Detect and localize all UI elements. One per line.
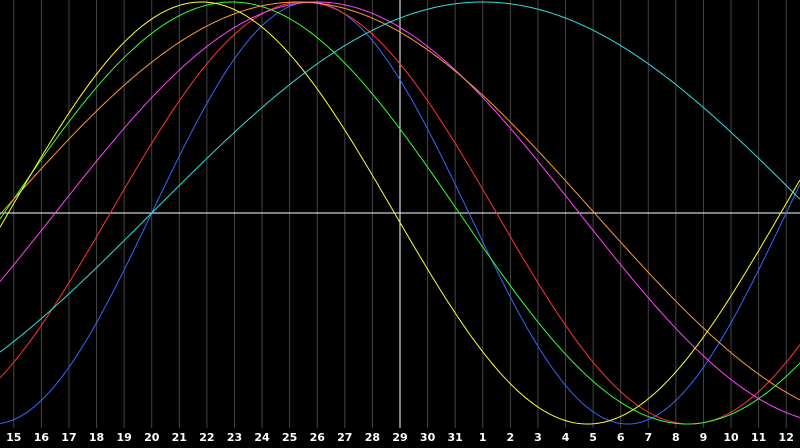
- x-tick-label: 3: [534, 431, 542, 444]
- x-tick-label: 29: [392, 431, 407, 444]
- series-line: [0, 1, 800, 419]
- x-tick-label: 10: [723, 431, 739, 444]
- x-tick-label: 8: [672, 431, 680, 444]
- x-tick-label: 4: [562, 431, 570, 444]
- x-tick-label: 9: [700, 431, 708, 444]
- x-tick-label: 25: [282, 431, 297, 444]
- x-tick-label: 24: [254, 431, 270, 444]
- x-tick-label: 16: [34, 431, 50, 444]
- x-tick-label: 28: [365, 431, 380, 444]
- x-tick-label: 20: [144, 431, 160, 444]
- x-tick-label: 2: [507, 431, 515, 444]
- x-tick-label: 19: [116, 431, 131, 444]
- x-tick-label: 31: [448, 431, 463, 444]
- series-line: [0, 1, 800, 425]
- series-lines: [0, 1, 800, 425]
- x-tick-label: 17: [61, 431, 76, 444]
- x-tick-label: 22: [199, 431, 214, 444]
- x-tick-label: 27: [337, 431, 352, 444]
- series-line: [0, 1, 800, 425]
- x-tick-label: 1: [479, 431, 487, 444]
- series-line: [0, 1, 800, 401]
- x-tick-label: 7: [644, 431, 652, 444]
- axes: [0, 0, 800, 428]
- x-tick-label: 11: [751, 431, 766, 444]
- x-tick-label: 5: [589, 431, 597, 444]
- series-line: [0, 1, 800, 425]
- series-line: [0, 1, 800, 425]
- x-tick-label: 23: [227, 431, 242, 444]
- x-tick-label: 12: [779, 431, 794, 444]
- x-tick-label: 15: [6, 431, 21, 444]
- x-tick-label: 30: [420, 431, 436, 444]
- x-tick-label: 26: [310, 431, 326, 444]
- x-tick-labels: 15 16 17 18 19 20 21 22 23 24 25 26 27 28 29 30 31 1 2 3 4 5 6…: [6, 431, 794, 444]
- x-tick-label: 21: [172, 431, 187, 444]
- x-tick-label: 18: [89, 431, 104, 444]
- x-tick-label: 6: [617, 431, 625, 444]
- series-line: [0, 1, 800, 353]
